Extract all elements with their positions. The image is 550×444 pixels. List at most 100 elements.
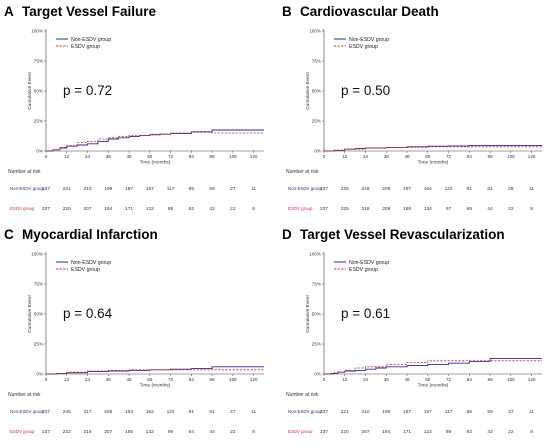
risk-count: 27 bbox=[230, 409, 236, 415]
risk-count: 194 bbox=[382, 429, 390, 435]
p-value: p = 0.50 bbox=[341, 83, 390, 98]
risk-count: 42 bbox=[487, 429, 493, 435]
x-tick-label: 84 bbox=[467, 377, 473, 382]
risk-count: 11 bbox=[529, 409, 534, 415]
y-axis-title: Cumulative Event bbox=[305, 72, 311, 110]
panel-letter: D bbox=[282, 227, 292, 242]
risk-count: 164 bbox=[424, 186, 432, 192]
legend-label-non-esdv: Non-ESDV group bbox=[71, 37, 111, 43]
x-tick-label: 0 bbox=[323, 154, 326, 159]
risk-count: 210 bbox=[84, 186, 92, 192]
risk-count: 162 bbox=[146, 409, 154, 415]
risk-count: 171 bbox=[403, 429, 411, 435]
risk-count: 237 bbox=[320, 429, 328, 435]
risk-count: 187 bbox=[403, 409, 411, 415]
y-tick-label: 50% bbox=[34, 312, 43, 317]
x-tick-label: 24 bbox=[85, 154, 91, 159]
panel-title: Cardiovascular Death bbox=[300, 4, 439, 19]
risk-count: 237 bbox=[320, 186, 328, 192]
risk-count: 157 bbox=[146, 186, 154, 192]
risk-count: 221 bbox=[341, 409, 349, 415]
risk-row-label-non-esdv: Non-ESDV group bbox=[288, 409, 322, 414]
x-tick-label: 120 bbox=[250, 154, 258, 159]
x-axis-title: Time (months) bbox=[140, 160, 171, 166]
risk-count: 237 bbox=[320, 206, 328, 212]
x-tick-label: 12 bbox=[64, 154, 70, 159]
panel-b: B Cardiovascular Death 0% 25% 50% 75% 100% 0 12 2… bbox=[282, 4, 542, 212]
risk-count: 27 bbox=[230, 186, 236, 192]
risk-row-label-esdv: ESDV group bbox=[288, 206, 313, 211]
risk-count: 197 bbox=[403, 186, 411, 192]
panel-d: D Target Vessel Revascularization 0% 25% 50%… bbox=[282, 227, 542, 435]
y-tick-label: 0% bbox=[36, 372, 43, 377]
x-tick-label: 108 bbox=[229, 377, 237, 382]
risk-count: 199 bbox=[104, 186, 112, 192]
x-tick-label: 84 bbox=[467, 154, 473, 159]
y-tick-label: 75% bbox=[312, 59, 321, 64]
risk-count: 207 bbox=[362, 429, 370, 435]
panel-letter: B bbox=[282, 4, 292, 19]
x-axis-title: Time (months) bbox=[418, 383, 449, 389]
y-axis-title: Cumulative Event bbox=[27, 295, 33, 333]
x-tick-label: 48 bbox=[404, 377, 410, 382]
risk-count: 22 bbox=[508, 206, 514, 212]
x-tick-label: 96 bbox=[488, 154, 494, 159]
risk-count: 96 bbox=[168, 429, 174, 435]
x-tick-label: 24 bbox=[85, 377, 91, 382]
risk-count: 185 bbox=[125, 429, 133, 435]
x-tick-label: 48 bbox=[126, 154, 132, 159]
risk-count: 225 bbox=[63, 409, 71, 415]
risk-table-title: Number at risk bbox=[8, 169, 41, 175]
panel-a: A Target Vessel Failure 0% 25% 50% 75% 100% 0 12… bbox=[4, 4, 264, 212]
y-axis-title: Cumulative Event bbox=[305, 295, 311, 333]
x-tick-label: 72 bbox=[446, 154, 452, 159]
x-tick-label: 96 bbox=[210, 377, 216, 382]
risk-row-label-esdv: ESDV group bbox=[10, 206, 35, 211]
y-tick-label: 0% bbox=[36, 149, 43, 154]
x-axis-title: Time (months) bbox=[140, 383, 171, 389]
x-tick-label: 0 bbox=[45, 377, 48, 382]
x-tick-label: 108 bbox=[229, 154, 237, 159]
p-value: p = 0.64 bbox=[63, 306, 113, 321]
risk-count: 44 bbox=[209, 429, 215, 435]
panel-letter: C bbox=[4, 227, 14, 242]
p-value: p = 0.72 bbox=[63, 83, 112, 98]
risk-count: 221 bbox=[63, 186, 71, 192]
risk-count: 218 bbox=[362, 186, 370, 192]
risk-count: 122 bbox=[424, 429, 432, 435]
risk-count: 11 bbox=[251, 409, 256, 415]
risk-count: 89 bbox=[446, 429, 452, 435]
risk-count: 123 bbox=[445, 186, 453, 192]
risk-count: 61 bbox=[209, 409, 215, 415]
y-tick-label: 50% bbox=[312, 312, 321, 317]
risk-count: 44 bbox=[487, 206, 493, 212]
y-tick-label: 50% bbox=[312, 89, 321, 94]
risk-count: 222 bbox=[63, 429, 71, 435]
x-tick-label: 60 bbox=[425, 377, 431, 382]
x-tick-label: 60 bbox=[147, 377, 153, 382]
risk-count: 171 bbox=[125, 206, 133, 212]
risk-count: 85 bbox=[189, 186, 195, 192]
risk-table-title: Number at risk bbox=[286, 392, 319, 398]
risk-count: 132 bbox=[146, 429, 154, 435]
risk-count: 27 bbox=[508, 409, 514, 415]
y-tick-label: 75% bbox=[34, 59, 43, 64]
risk-count: 89 bbox=[168, 206, 174, 212]
y-tick-label: 100% bbox=[31, 252, 43, 257]
risk-count: 11 bbox=[251, 186, 256, 192]
x-tick-label: 36 bbox=[106, 377, 112, 382]
series-line-non-esdv bbox=[46, 129, 264, 152]
y-tick-label: 25% bbox=[34, 342, 43, 347]
risk-count: 220 bbox=[63, 206, 71, 212]
panel-title: Myocardial Infarction bbox=[22, 227, 158, 242]
risk-count: 122 bbox=[146, 206, 154, 212]
x-tick-label: 60 bbox=[147, 154, 153, 159]
risk-count: 220 bbox=[341, 429, 349, 435]
x-tick-label: 24 bbox=[363, 377, 369, 382]
x-tick-label: 108 bbox=[507, 154, 515, 159]
risk-count: 188 bbox=[403, 206, 411, 212]
x-tick-label: 36 bbox=[384, 377, 390, 382]
risk-count: 237 bbox=[320, 409, 328, 415]
x-tick-label: 96 bbox=[210, 154, 216, 159]
y-tick-label: 0% bbox=[314, 372, 321, 377]
